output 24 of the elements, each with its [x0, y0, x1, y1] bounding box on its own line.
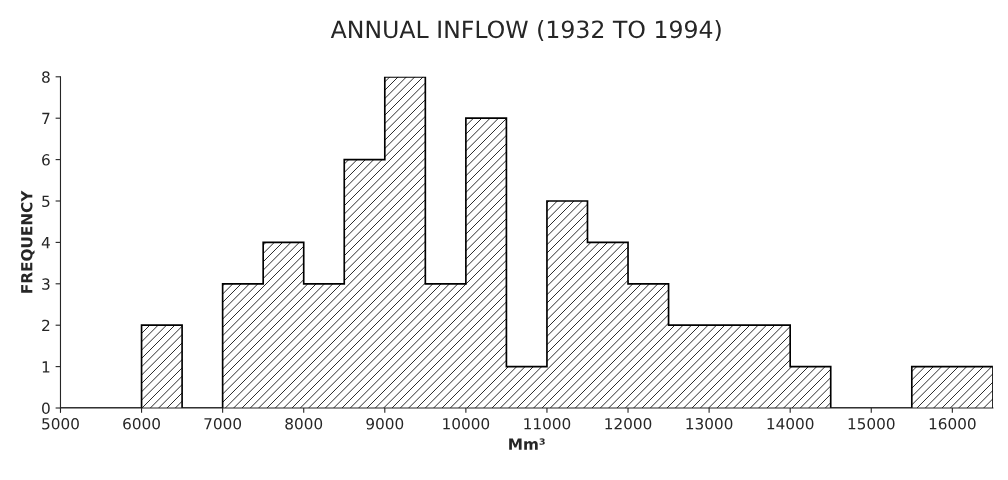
y-tick-label: 2: [42, 319, 50, 331]
x-tick-label: 9000: [366, 417, 404, 430]
y-tick-label: 1: [42, 361, 50, 373]
y-axis-title: FREQUENCY: [20, 190, 35, 293]
x-tick-label: 13000: [686, 417, 733, 430]
x-tick-label: 15000: [848, 417, 895, 430]
x-tick-label: 7000: [204, 417, 242, 430]
x-tick-label: 8000: [285, 417, 323, 430]
x-tick-label: 12000: [605, 417, 652, 430]
x-tick-label: 6000: [123, 417, 160, 430]
x-tick-label: 10000: [443, 417, 490, 430]
y-tick-label: 7: [42, 112, 50, 124]
chart-title: ANNUAL INFLOW (1932 TO 1994): [330, 20, 721, 42]
x-axis-title: Mm³: [509, 438, 545, 450]
x-tick-label: 16000: [929, 417, 976, 430]
y-tick-label: 3: [42, 278, 50, 290]
x-tick-label: 11000: [524, 417, 571, 430]
y-tick-label: 8: [42, 71, 50, 83]
y-tick-label: 6: [42, 154, 50, 166]
y-tick-label: 0: [42, 402, 50, 415]
x-tick-label: 5000: [42, 417, 79, 430]
x-tick-label: 14000: [767, 417, 814, 430]
y-tick-label: 5: [42, 195, 50, 208]
y-tick-label: 4: [41, 237, 50, 249]
